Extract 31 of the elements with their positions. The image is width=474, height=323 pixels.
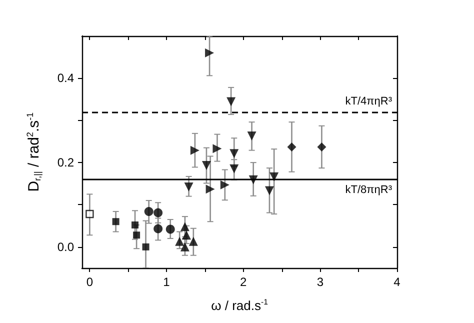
x-tick-label: 4 bbox=[394, 275, 401, 289]
y-axis-title: Dr,|| / rad2.s-1 bbox=[25, 112, 42, 192]
y-tick-label: 0.0 bbox=[57, 240, 74, 254]
x-tick-label: 2 bbox=[240, 275, 247, 289]
point bbox=[144, 206, 154, 216]
x-tick-label: 0 bbox=[86, 275, 94, 289]
point bbox=[206, 184, 215, 194]
point bbox=[226, 97, 236, 106]
y-tick-label: 0.2 bbox=[57, 156, 74, 170]
point bbox=[190, 146, 200, 155]
point bbox=[142, 243, 150, 250]
point bbox=[175, 236, 184, 246]
point bbox=[202, 161, 211, 170]
point bbox=[112, 218, 120, 226]
ref-line-label: kT/8πηR³ bbox=[345, 184, 392, 196]
ref-line-label: kT/4πηR³ bbox=[345, 95, 392, 108]
point bbox=[184, 182, 194, 192]
point bbox=[86, 210, 94, 218]
point bbox=[166, 224, 175, 234]
point bbox=[205, 48, 214, 58]
point bbox=[188, 236, 198, 246]
point bbox=[247, 131, 256, 140]
y-tick-label: 0.4 bbox=[57, 71, 74, 86]
point bbox=[264, 186, 274, 196]
point bbox=[270, 172, 279, 182]
point bbox=[287, 142, 296, 152]
point bbox=[212, 144, 222, 154]
point bbox=[220, 180, 230, 190]
x-tick-label: 1 bbox=[163, 275, 170, 289]
x-tick-label: 3 bbox=[316, 275, 324, 289]
point bbox=[317, 142, 326, 152]
